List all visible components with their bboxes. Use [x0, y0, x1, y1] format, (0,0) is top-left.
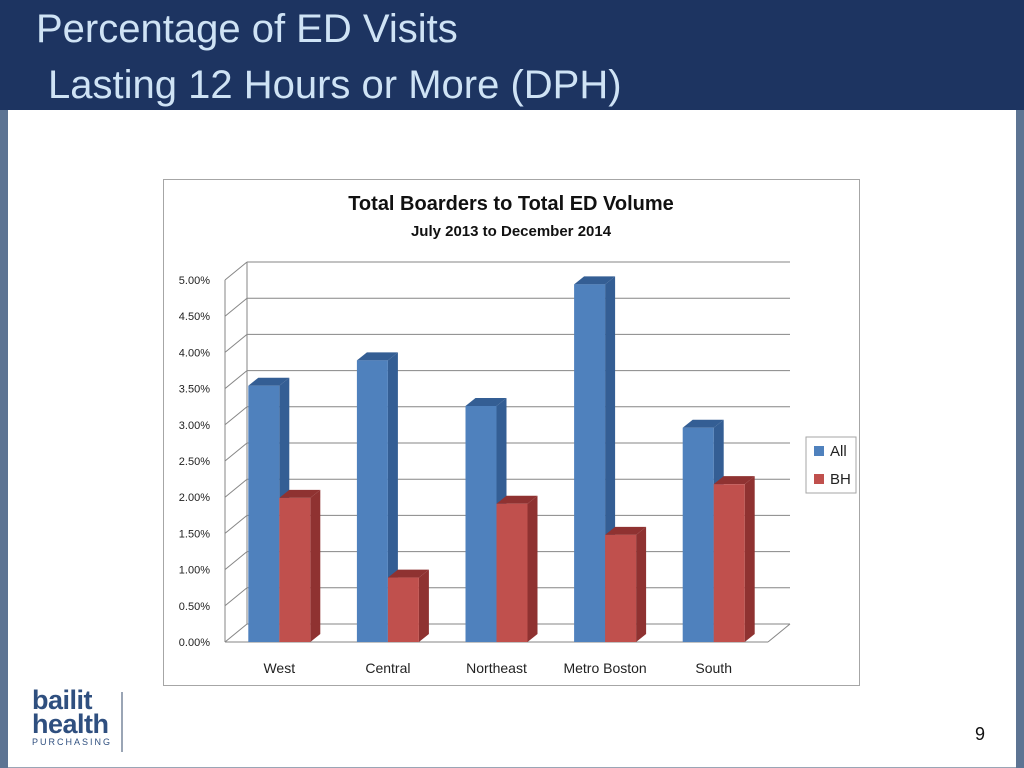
bar-bh: [387, 577, 419, 642]
gridline-depth: [224, 515, 248, 534]
gridline-depth: [224, 334, 248, 353]
gridline-depth: [224, 478, 248, 498]
bar-top-all: [682, 419, 724, 428]
bar-top-all: [465, 397, 507, 406]
legend-label-bh: BH: [830, 471, 851, 488]
bar-top-bh: [279, 489, 321, 498]
x-tick-label: South: [695, 660, 732, 676]
x-tick-label: West: [263, 660, 295, 676]
bar-top-bh: [496, 495, 538, 504]
x-tick-label: Metro Boston: [563, 660, 646, 676]
y-tick-label: 4.50%: [179, 311, 210, 323]
bar-all: [682, 427, 714, 642]
gridline-depth: [224, 442, 248, 462]
bar-top-all: [248, 377, 290, 386]
bar-top-bh: [387, 569, 429, 578]
logo-text-purchasing: PURCHASING: [32, 737, 113, 747]
right-side-bar: [1016, 110, 1024, 768]
gridline-depth: [224, 551, 248, 570]
logo-divider: [121, 692, 123, 752]
gridline-depth: [224, 261, 248, 281]
slide-title-line-2: Lasting 12 Hours or More (DPH): [48, 63, 622, 107]
slide-title-line-1: Percentage of ED Visits: [36, 7, 458, 51]
bar-side-bh: [744, 476, 755, 642]
bar-side-bh: [636, 526, 647, 642]
legend-label-all: All: [830, 443, 847, 460]
bar-side-bh: [418, 569, 429, 642]
gridline-depth: [224, 587, 248, 607]
y-tick-label: 0.00%: [179, 637, 210, 649]
y-tick-label: 5.00%: [179, 275, 210, 287]
left-side-bar: [0, 110, 8, 768]
bar-top-all: [356, 352, 398, 361]
page-number: 9: [975, 724, 986, 744]
y-tick-label: 1.50%: [179, 528, 210, 540]
bar-all: [248, 385, 280, 642]
x-tick-label: Central: [365, 660, 410, 676]
bailit-health-logo: bailit health PURCHASING: [32, 685, 113, 748]
gridline-depth: [224, 370, 248, 389]
y-tick-label: 1.00%: [179, 565, 210, 577]
bar-bh: [496, 503, 528, 642]
gridline-depth: [224, 297, 248, 317]
legend-swatch-bh: [814, 474, 824, 484]
gridline-depth: [224, 623, 248, 643]
bar-bh: [713, 484, 745, 642]
y-tick-label: 0.50%: [179, 601, 210, 613]
floor-right-edge: [767, 623, 791, 643]
bar-bh: [279, 497, 311, 642]
y-tick-label: 3.50%: [179, 384, 210, 396]
bar-side-bh: [527, 495, 538, 642]
logo-text-bailit: bailit: [32, 685, 93, 715]
legend-swatch-all: [814, 446, 824, 456]
bar-bh: [605, 534, 637, 642]
y-tick-label: 2.50%: [179, 456, 210, 468]
chart-subtitle: July 2013 to December 2014: [411, 223, 612, 240]
x-tick-label: Northeast: [466, 660, 527, 676]
chart-title: Total Boarders to Total ED Volume: [348, 193, 674, 215]
y-tick-label: 2.00%: [179, 492, 210, 504]
bar-all: [356, 360, 388, 642]
slide-header: Percentage of ED Visits Lasting 12 Hours…: [0, 0, 1024, 110]
bar-top-all: [574, 276, 616, 285]
bar-all: [574, 284, 606, 642]
y-tick-label: 3.00%: [179, 420, 210, 432]
logo-text-health: health: [32, 709, 109, 739]
legend: All BH: [805, 436, 857, 494]
gridline-depth: [224, 406, 248, 426]
bar-side-bh: [310, 489, 321, 642]
bar-side-all: [387, 352, 398, 642]
bar-top-bh: [605, 526, 647, 535]
bar-top-bh: [713, 476, 755, 485]
bar-all: [465, 405, 497, 642]
y-tick-label: 4.00%: [179, 347, 210, 359]
